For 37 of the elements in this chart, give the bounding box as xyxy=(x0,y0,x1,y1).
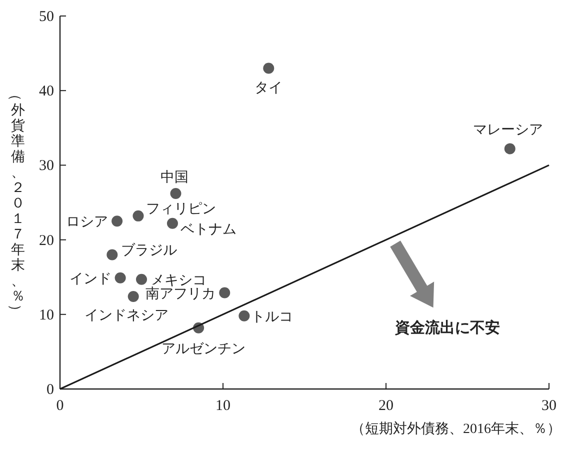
point xyxy=(136,274,147,285)
y-tick-label: 20 xyxy=(39,232,54,249)
series-label: タイ xyxy=(254,81,283,96)
x-tick-label: 0 xyxy=(56,398,64,414)
x-tick-label: 30 xyxy=(542,398,556,414)
point xyxy=(114,272,126,284)
x-tick-label: 20 xyxy=(378,398,394,414)
point xyxy=(263,62,274,74)
point xyxy=(238,310,250,322)
series-label: ロシア xyxy=(66,215,108,230)
series-label: インドネシア xyxy=(84,308,168,324)
y-tick-label: 50 xyxy=(39,9,54,25)
point xyxy=(106,249,118,260)
series-label: マレーシア xyxy=(472,122,543,138)
series-label: フィリピン xyxy=(146,202,216,217)
x-tick-label: 10 xyxy=(216,398,230,414)
point xyxy=(166,218,178,229)
point xyxy=(504,143,516,154)
y-tick-label: 10 xyxy=(39,307,54,324)
series-label: トルコ xyxy=(251,310,294,325)
series-label: アルゼンチン xyxy=(162,342,246,357)
annotation: 資金流出に不安 xyxy=(394,318,500,337)
point xyxy=(219,287,230,298)
series-label: 中国 xyxy=(160,170,189,186)
point xyxy=(132,210,144,222)
point xyxy=(128,290,139,302)
series-label: ベトナム xyxy=(180,222,236,238)
series-label: インド xyxy=(69,272,112,287)
point xyxy=(170,188,182,200)
y-tick-label: 40 xyxy=(39,84,54,100)
y-tick-label: 0 xyxy=(46,382,54,398)
series-label: ブラジル xyxy=(121,242,178,259)
x-axis-title: （短期対外債務、2016年末、％） xyxy=(351,421,561,437)
y-tick-label: 30 xyxy=(39,158,54,174)
text: （外貨準備、２０１７年末、％） xyxy=(7,87,25,318)
series-label: 南アフリカ xyxy=(146,286,216,302)
point xyxy=(112,216,123,227)
